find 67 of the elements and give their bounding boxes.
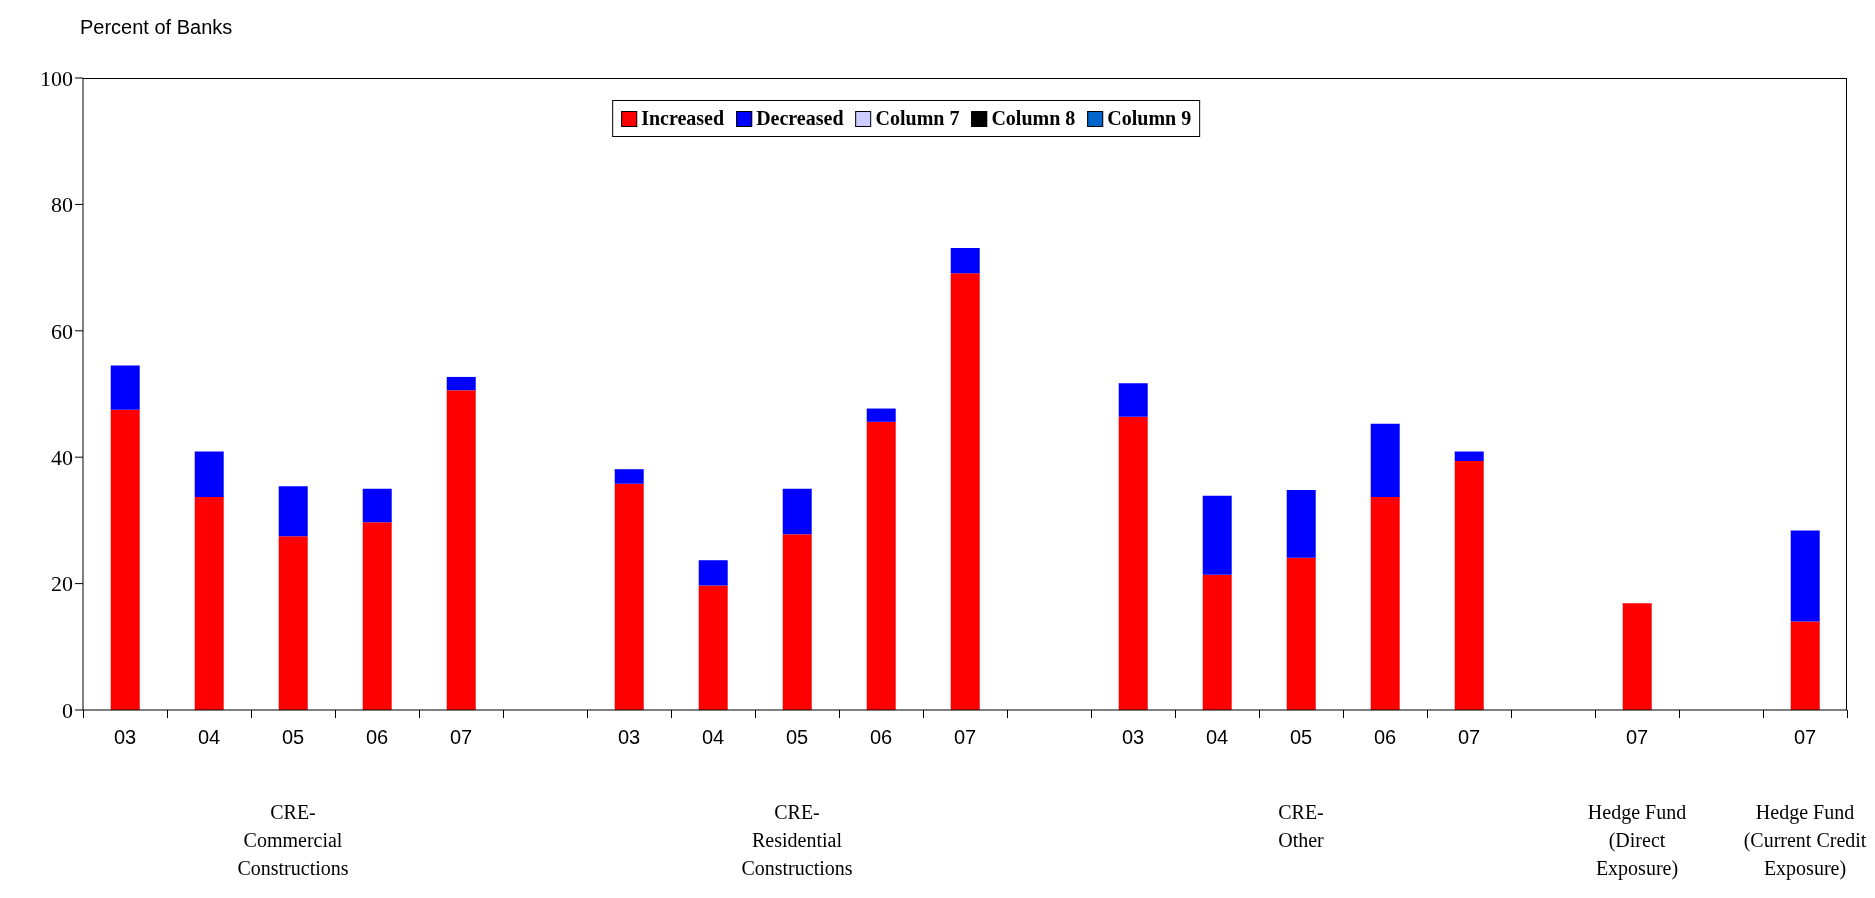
y-tick-label: 100 (40, 65, 73, 91)
x-tick-label: 05 (785, 726, 809, 749)
text: CRE- Residential Constructions (741, 800, 853, 881)
bar (1202, 574, 1232, 710)
legend-label: Column 8 (990, 107, 1076, 130)
bar (1286, 557, 1316, 710)
y-tick-label: 40 (51, 445, 73, 471)
bar (278, 536, 308, 710)
text: Hedge Fund (Direct Exposure) (1587, 800, 1687, 882)
bar (362, 522, 392, 710)
x-tick-label: 03 (1121, 726, 1145, 749)
y-tick-label: 80 (51, 192, 73, 218)
text: CRE- Commercial Constructions (237, 800, 349, 881)
bar (1118, 383, 1148, 417)
x-tick-label: 07 (1457, 726, 1481, 749)
bar (950, 273, 980, 710)
x-tick-label: 07 (953, 726, 977, 749)
bar (1202, 495, 1232, 575)
text: CRE- Other (1278, 800, 1324, 853)
y-tick-label: 0 (62, 697, 73, 723)
x-tick-label: 06 (365, 726, 389, 749)
bar (1118, 416, 1148, 710)
x-tick-label: 07 (1793, 726, 1817, 749)
bar (446, 376, 476, 391)
x-tick-label: 03 (617, 726, 641, 749)
bar (446, 390, 476, 710)
legend-label: Column 7 (874, 107, 960, 130)
text: Hedge Fund (Current Credit Exposure) (1743, 800, 1867, 882)
x-tick-label: 04 (1205, 726, 1229, 749)
legend-label: Increased (640, 107, 725, 130)
bar (950, 248, 980, 274)
y-tick-label: 20 (51, 571, 73, 597)
bar (698, 585, 728, 710)
x-tick-label: 04 (197, 726, 221, 749)
bar (1370, 423, 1400, 498)
x-tick-label: 06 (1373, 726, 1397, 749)
legend-label: Decreased (755, 107, 844, 130)
bar (1286, 490, 1316, 558)
x-tick-label: 07 (449, 726, 473, 749)
bar (1370, 497, 1400, 710)
legend-label: Column 9 (1106, 107, 1192, 130)
x-tick-label: 05 (1289, 726, 1313, 749)
x-tick-label: 03 (113, 726, 137, 749)
bar (698, 560, 728, 586)
bar (362, 488, 392, 523)
y-axis-title: Percent of Banks (80, 16, 233, 39)
x-tick-label: 04 (701, 726, 725, 749)
bar (194, 497, 224, 710)
x-tick-label: 07 (1625, 726, 1649, 749)
bar (110, 365, 140, 410)
bar (1622, 603, 1652, 710)
bar (1454, 460, 1484, 710)
bar (614, 469, 644, 484)
bar (110, 409, 140, 710)
bar (782, 534, 812, 710)
x-tick-label: 05 (281, 726, 305, 749)
bar (1454, 451, 1484, 461)
x-tick-label: 06 (869, 726, 893, 749)
bar (866, 408, 896, 422)
bar (194, 451, 224, 498)
bar (614, 483, 644, 710)
bar (1790, 621, 1820, 710)
bar (278, 486, 308, 537)
bar (782, 488, 812, 535)
bar (866, 421, 896, 710)
bar (1790, 530, 1820, 622)
y-tick-label: 60 (51, 318, 73, 344)
